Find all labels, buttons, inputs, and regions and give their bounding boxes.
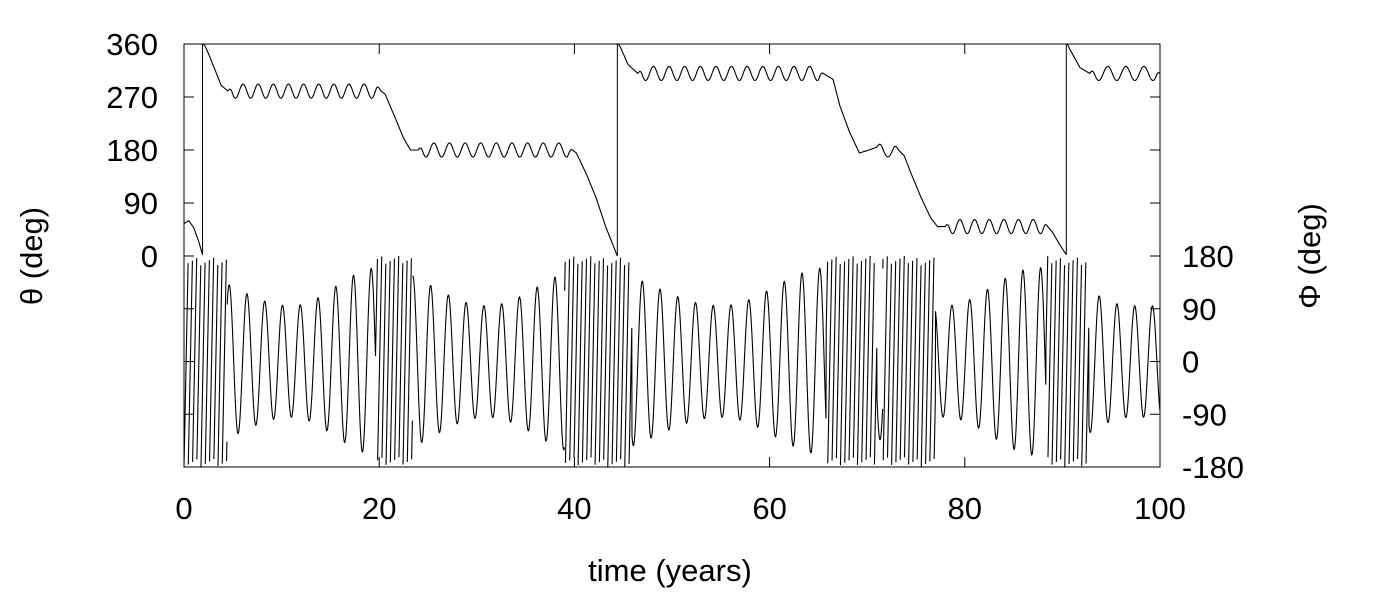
phi-tick-label: 0: [1182, 345, 1199, 380]
x-tick-label: 100: [1134, 491, 1186, 526]
phi-line: [183, 255, 1161, 468]
x-tick-label: 80: [948, 491, 982, 526]
theta-line: [183, 43, 1161, 257]
y-axis-title-right: Φ (deg): [1292, 203, 1327, 309]
theta-tick-label: 360: [106, 27, 158, 62]
theta-tick-label: 0: [141, 239, 158, 274]
ticks: 0 20 40 60 80 100 0 90 180 270 360 -180 -90 0 90 180: [106, 27, 1244, 526]
phi-tick-label: 180: [1182, 239, 1234, 274]
x-tick-label: 40: [557, 491, 591, 526]
theta-tick-label: 90: [124, 186, 158, 221]
phi-tick-label: -90: [1182, 397, 1227, 432]
x-tick-label: 60: [752, 491, 786, 526]
phi-tick-label: -180: [1182, 450, 1244, 485]
x-axis-title: time (years): [588, 553, 752, 588]
y-axis-title-left: θ (deg): [14, 207, 49, 305]
series-theta: [183, 43, 1161, 257]
theta-tick-label: 180: [106, 133, 158, 168]
x-tick-label: 0: [175, 491, 192, 526]
theta-tick-label: 270: [106, 80, 158, 115]
series-phi: [183, 255, 1161, 468]
x-tick-label: 20: [362, 491, 396, 526]
phi-tick-label: 90: [1182, 292, 1216, 327]
